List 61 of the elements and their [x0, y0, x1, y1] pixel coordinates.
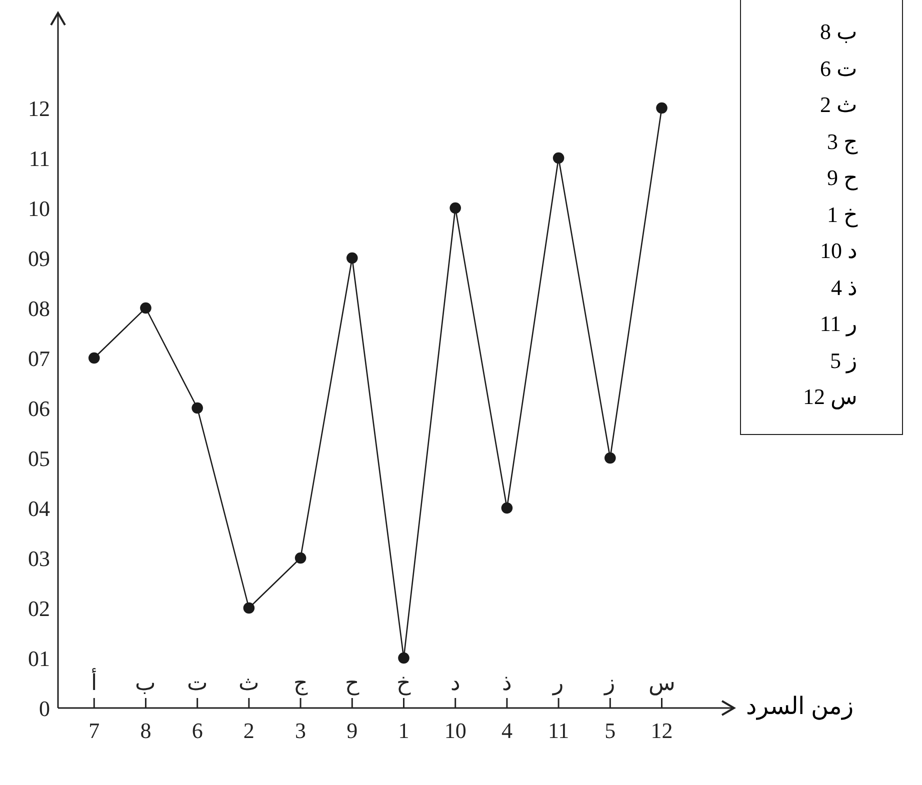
x-tick-label: س	[648, 670, 676, 696]
y-tick-label: 01	[28, 646, 50, 671]
text: 2	[243, 718, 254, 743]
x-tick-label: ب	[135, 670, 156, 695]
y-tick-label: 03	[28, 546, 50, 571]
x-tick-label: ز	[604, 670, 616, 696]
x-tick-label: ذ	[502, 670, 512, 695]
x-axis-title: زمن السرد	[746, 693, 854, 721]
text: 12	[650, 718, 673, 743]
text: 10	[444, 718, 466, 743]
text: 5	[604, 718, 616, 743]
point	[450, 202, 461, 214]
x-tick-label: ج	[294, 670, 309, 696]
y-tick-label: 06	[28, 396, 50, 421]
text: 11	[548, 718, 570, 743]
text: س 12	[802, 383, 858, 412]
text: 7	[88, 718, 100, 743]
x-tick-label: ت	[186, 670, 208, 695]
point	[501, 502, 513, 514]
text: 9	[346, 718, 358, 743]
y-tick-label: 08	[28, 296, 50, 321]
point	[604, 452, 616, 464]
x-tick-label: ث	[238, 670, 260, 695]
x-tick-label: خ	[396, 670, 412, 696]
point	[656, 102, 668, 114]
y-tick-label: 10	[28, 196, 50, 221]
text: د 10	[819, 237, 858, 265]
point	[398, 652, 410, 664]
point	[294, 552, 306, 564]
text: ب 8	[819, 18, 858, 46]
text: 1	[398, 718, 410, 743]
text: ت 6	[819, 54, 858, 82]
point	[243, 602, 255, 614]
text: ز 5	[829, 346, 858, 376]
text: ذ 4	[830, 274, 858, 302]
point	[552, 152, 564, 164]
x-tick-label: د	[450, 670, 460, 695]
y-tick-label: 11	[28, 146, 50, 171]
text: 6	[192, 718, 203, 743]
point	[88, 352, 100, 364]
y-tick-label: 12	[28, 96, 50, 121]
y-tick-label: 04	[28, 496, 50, 521]
text: 4	[501, 718, 512, 743]
text: 8	[140, 718, 152, 743]
point	[192, 402, 203, 414]
text: خ 1	[826, 200, 859, 230]
y-tick-label: 09	[28, 246, 50, 271]
x-tick-label: ح	[345, 670, 360, 696]
y-tick-label: 05	[28, 446, 50, 471]
y-tick-label: 0	[39, 696, 50, 721]
point	[140, 302, 152, 314]
point	[346, 252, 358, 264]
text: ث 2	[819, 91, 858, 119]
text: 3	[295, 718, 306, 743]
y-tick-label: 02	[28, 596, 50, 621]
text: ر 11	[818, 310, 858, 338]
x-tick-label: أ	[91, 667, 98, 695]
y-tick-label: 07	[28, 346, 50, 371]
x-tick-label: ر	[552, 670, 564, 696]
text: ح 9	[826, 164, 859, 192]
text: ج 3	[826, 128, 859, 156]
